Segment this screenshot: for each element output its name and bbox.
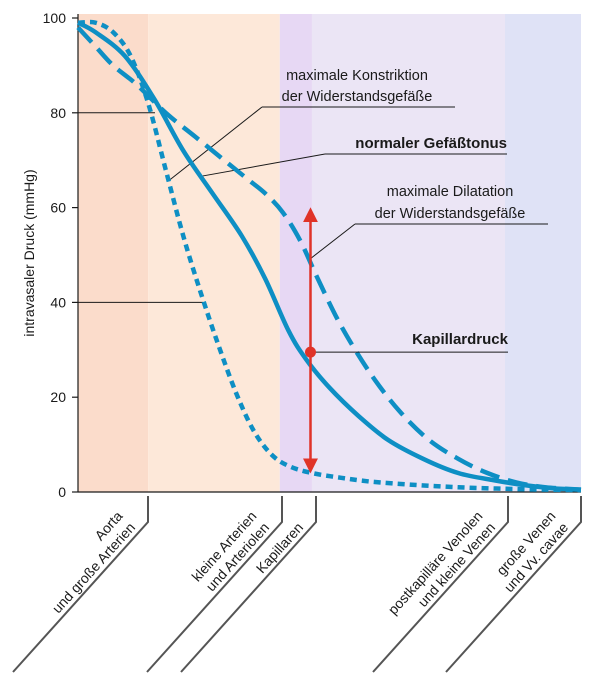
y-tick-label: 0 [58,484,66,500]
band-postkapill-re-venolen [311,14,505,492]
band-kleine-arterien [148,14,280,492]
segment-divider-kapillaren [180,496,317,673]
segment-divider-gro-e-venen [445,496,582,673]
series-label-maximale-dilatation: maximale Dilatation [387,184,514,200]
capillary-pressure-point [304,346,316,358]
series-line-maximale-konstriktion [77,19,582,493]
capillary-pressure-marker: Kapillardruck [302,207,509,474]
y-tick-label: 40 [50,294,66,310]
label-leader [168,106,263,182]
axes [77,14,581,493]
series-label-maximale-konstriktion: der Widerstandsgefäße [282,89,433,105]
series-label-normaler-gef-tonus: normaler Gefäßtonus [355,135,507,152]
band-aorta [78,14,149,492]
segment-divider-kleine-arterien [146,496,283,673]
y-tick-label: 100 [43,10,67,26]
segment-divider-aorta [12,496,149,673]
y-tick-label: 60 [50,200,66,216]
label-leader [200,153,326,177]
y-tick-label: 80 [50,105,66,121]
y-tick-label: 20 [50,389,66,405]
vessel-segment-bands [78,14,581,492]
series-labels: normaler Gefäßtonus maximale Konstriktion… [282,68,526,222]
series-label-maximale-konstriktion: maximale Konstriktion [286,68,428,84]
annotation-leader-lines [78,106,548,303]
series-line-maximale-dilatation [76,25,582,492]
capillary-pressure-label: Kapillardruck [412,331,509,348]
segment-divider-postkapill-re-venolen [372,496,509,673]
y-ticks: 0 20 40 60 80 100 [43,10,78,500]
band-gro-e-venen [504,14,581,492]
series-label-maximale-dilatation: der Widerstandsgefäße [375,206,526,222]
y-axis-label: intravasaler Druck (mmHg) [21,169,37,336]
